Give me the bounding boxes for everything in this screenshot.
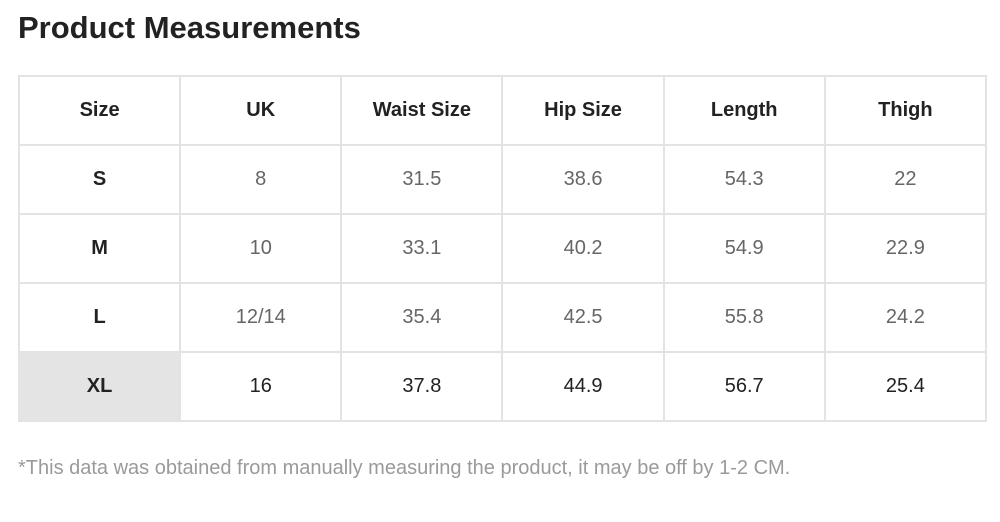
value-cell: 35.4: [340, 282, 504, 353]
header-length: Length: [662, 75, 826, 146]
value-cell: 12/14: [179, 282, 343, 353]
value-cell: 33.1: [340, 213, 504, 284]
value-cell: 16: [179, 351, 343, 422]
value-cell: 25.4: [823, 351, 988, 422]
value-cell: 56.7: [662, 351, 826, 422]
size-cell: L: [17, 282, 182, 353]
value-cell: 37.8: [340, 351, 504, 422]
value-cell: 55.8: [662, 282, 826, 353]
table-row: S 8 31.5 38.6 54.3 22: [17, 144, 988, 215]
header-thigh: Thigh: [823, 75, 988, 146]
value-cell: 22: [823, 144, 988, 215]
value-cell: 44.9: [501, 351, 665, 422]
table-row: XL 16 37.8 44.9 56.7 25.4: [17, 351, 988, 422]
page-title: Product Measurements: [18, 10, 361, 45]
header-hip: Hip Size: [501, 75, 665, 146]
size-cell: M: [17, 213, 182, 284]
value-cell: 8: [179, 144, 343, 215]
value-cell: 42.5: [501, 282, 665, 353]
measurements-table: Size UK Waist Size Hip Size Length Thigh…: [17, 75, 988, 422]
size-cell: XL: [17, 351, 182, 422]
table-header-row: Size UK Waist Size Hip Size Length Thigh: [17, 75, 988, 146]
value-cell: 22.9: [823, 213, 988, 284]
header-waist: Waist Size: [340, 75, 504, 146]
size-cell: S: [17, 144, 182, 215]
value-cell: 40.2: [501, 213, 665, 284]
value-cell: 38.6: [501, 144, 665, 215]
header-uk: UK: [179, 75, 343, 146]
header-size: Size: [17, 75, 182, 146]
value-cell: 24.2: [823, 282, 988, 353]
value-cell: 31.5: [340, 144, 504, 215]
disclaimer-note: *This data was obtained from manually me…: [18, 457, 791, 479]
table-row: M 10 33.1 40.2 54.9 22.9: [17, 213, 988, 284]
value-cell: 10: [179, 213, 343, 284]
value-cell: 54.3: [662, 144, 826, 215]
table-row: L 12/14 35.4 42.5 55.8 24.2: [17, 282, 988, 353]
value-cell: 54.9: [662, 213, 826, 284]
